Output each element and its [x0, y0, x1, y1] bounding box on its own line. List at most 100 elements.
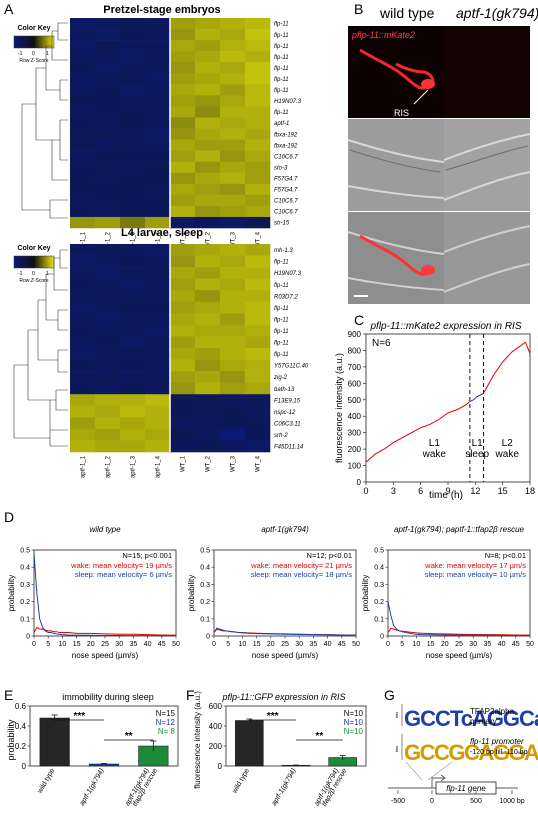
heatmap-col-label: aptf-1_2: [106, 455, 112, 478]
chart-c: 0 3 6 9 12 15 18 0 100 200 300 400 500 600 700 800 900 L1…: [348, 330, 535, 496]
heatmap-cell: [95, 205, 121, 218]
heatmap-cell: [145, 18, 171, 30]
heatmap-col-label: aptf-1_1: [81, 455, 87, 478]
heatmap-row-label: flp-11: [274, 77, 289, 83]
panel-label-c: C: [354, 312, 364, 328]
heatmap-cell: [120, 95, 146, 107]
heatmap-cell: [195, 290, 221, 303]
heatmap-cell: [95, 117, 121, 129]
chart-d-ytick: 0: [26, 634, 30, 641]
chart-c-title: pflp-11::mKate2 expression in RIS: [369, 321, 521, 332]
heatmap-cell: [220, 255, 246, 268]
heatmap-cell: [120, 359, 146, 372]
heatmap-cell: [145, 440, 171, 453]
chart-d-series-wake: [387, 627, 531, 636]
heatmap-cell: [245, 382, 271, 395]
heatmap-cell: [70, 359, 96, 372]
heatmap-cell: [220, 417, 246, 430]
chart-d-legend-sleep: sleep: mean velocity= 18 µm/s: [251, 570, 352, 579]
chart-d-ytick: 0.3: [374, 582, 384, 589]
heatmap-cell: [145, 255, 171, 268]
heatmap-cell: [245, 18, 271, 30]
chart-d-legend-sleep: sleep: mean velocity= 10 µm/s: [425, 570, 526, 579]
sig-stars: **: [315, 731, 323, 742]
heatmap-row-label: mh-1.3: [274, 248, 293, 254]
heatmap-cell: [120, 40, 146, 52]
heatmap-cell: [170, 394, 196, 407]
column-title-mutant: aptf-1(gk794): [456, 5, 538, 21]
chart-c-series-sleep: [469, 392, 484, 402]
heatmap-cell: [220, 161, 246, 174]
heatmap-cell: [70, 324, 96, 337]
heatmap-cell: [170, 18, 196, 30]
heatmap-cell: [120, 301, 146, 314]
chart-c-xtick: 12: [470, 486, 480, 496]
heatmap-cell: [245, 194, 271, 207]
heatmap-cell: [145, 278, 171, 291]
heatmap-cell: [70, 106, 96, 118]
bar-ytick: 0.4: [15, 722, 27, 731]
heatmap-col-label: aptf-1_4: [156, 455, 162, 478]
heatmap-cell: [245, 244, 271, 256]
heatmap-cell: [145, 117, 171, 129]
heatmap-cell: [220, 73, 246, 85]
chart-f-ylabel: fluorescence intensity (a.u.): [193, 691, 202, 789]
heatmap-col-label: WT_1: [181, 231, 187, 248]
chart-c-xtick: 15: [498, 486, 508, 496]
heatmap-cell: [195, 128, 221, 140]
heatmap-cell: [95, 29, 121, 41]
heatmap-cell: [245, 359, 271, 372]
heatmap-cell: [120, 216, 146, 229]
heatmap-row-label: srh-2: [274, 433, 288, 439]
chart-d-ytick: 0: [380, 634, 384, 641]
heatmap-cell: [120, 18, 146, 30]
heatmap-row-label: R03D7.2: [274, 294, 298, 300]
chart-d-ytick: 0.3: [200, 582, 210, 589]
heatmap-cell: [120, 161, 146, 174]
heatmap-cell: [95, 267, 121, 279]
color-key-top: Color Key -1 0 1 Row Z-Score: [13, 25, 55, 64]
heatmap-cell: [145, 417, 171, 430]
heatmap-cell: [195, 139, 221, 151]
heatmap-cell: [220, 359, 246, 372]
heatmap-cell: [220, 336, 246, 349]
heatmap-cell: [220, 348, 246, 360]
heatmap-cell: [170, 194, 196, 207]
heatmap-cell: [95, 194, 121, 207]
chart-d-xtick: 25: [281, 641, 289, 648]
heatmap-cell: [170, 139, 196, 151]
heatmap-cell: [95, 18, 121, 30]
bar-category-label: wild type: [36, 767, 56, 795]
sig-stars: ***: [73, 711, 85, 722]
heatmap-cell: [120, 205, 146, 218]
heatmap-cell: [195, 394, 221, 407]
bar-n-label: N= 8: [158, 727, 176, 736]
heatmap-cell: [195, 359, 221, 372]
heatmap-cell: [120, 348, 146, 360]
heatmap-cell: [195, 324, 221, 337]
panel-label-d: D: [4, 509, 14, 525]
heatmap-cell: [220, 95, 246, 107]
heatmap-cell: [170, 150, 196, 162]
heatmap-row-label: str-15: [274, 221, 290, 227]
heatmap-cell: [70, 336, 96, 349]
heatmap-cell: [195, 161, 221, 174]
ris-label: RIS: [394, 108, 409, 118]
logo1-label-2: primary: [470, 717, 497, 726]
heatmap-row-label: flp-11: [274, 283, 289, 289]
chart-d-xlabel: nose speed (µm/s): [426, 651, 493, 660]
heatmap-cell: [95, 150, 121, 162]
heatmap-row-label: F57G4.7: [274, 176, 298, 182]
heatmap-cell: [220, 183, 246, 196]
color-key-bar: [13, 35, 55, 49]
heatmap-cell: [70, 382, 96, 395]
heatmap-cell: [170, 84, 196, 96]
heatmap-cell: [70, 117, 96, 129]
heatmap-cell: [245, 95, 271, 107]
heatmap-cell: [95, 313, 121, 326]
heatmap-cell: [120, 183, 146, 196]
heatmap-cell: [145, 161, 171, 174]
logo-tfap2alpha: GCCTcAGGCa: [404, 706, 538, 731]
